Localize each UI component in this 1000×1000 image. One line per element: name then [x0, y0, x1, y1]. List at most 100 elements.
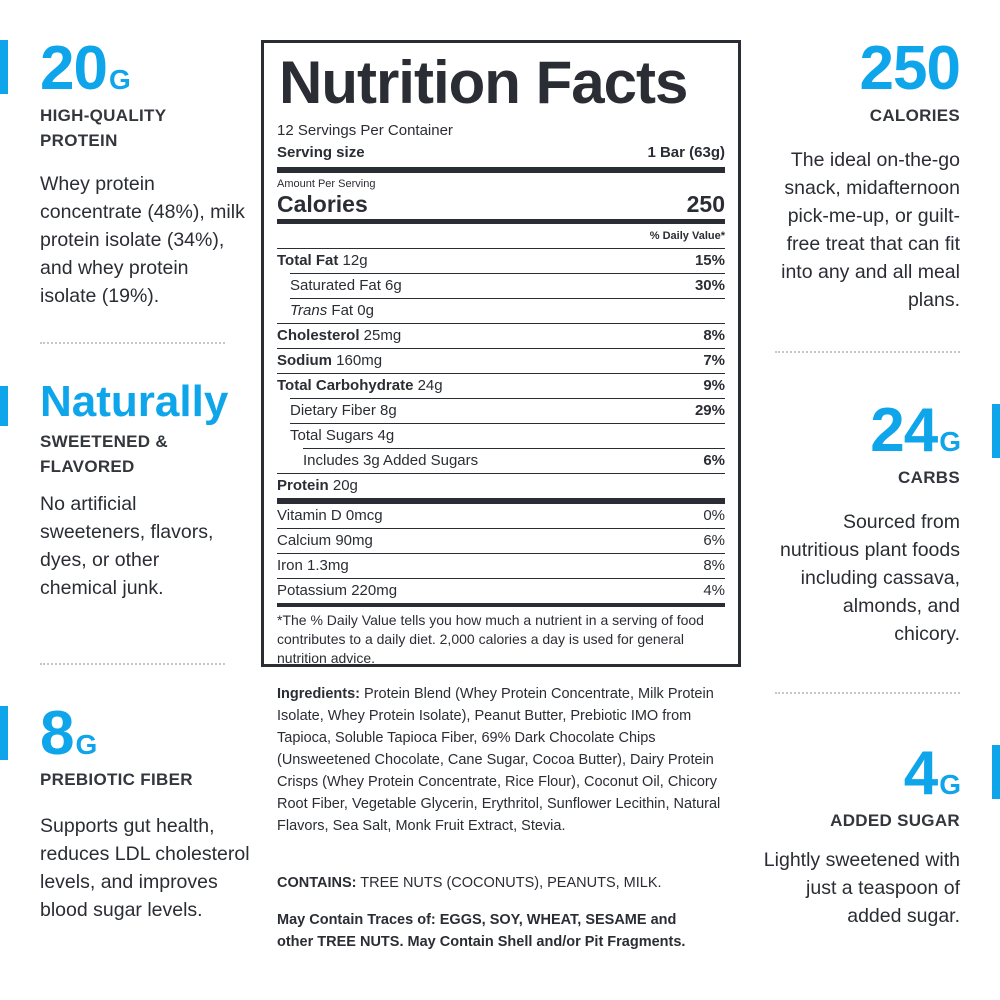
calories-stat: 250 — [859, 34, 961, 103]
nutrient-name: Dietary Fiber 8g — [290, 399, 397, 423]
contains-label: CONTAINS: — [277, 875, 357, 891]
contains: CONTAINS: TREE NUTS (COCONUTS), PEANUTS,… — [277, 872, 727, 894]
carbs-caption: CARBS — [898, 468, 960, 487]
carbs-text: Sourced from nutritious plant foods incl… — [780, 511, 960, 645]
ingredients: Ingredients: Protein Blend (Whey Protein… — [277, 683, 727, 837]
naturally-stat: Naturally — [40, 377, 229, 426]
ingredients-text: Protein Blend (Whey Protein Concentrate,… — [277, 686, 721, 834]
calories-label: Calories — [277, 191, 368, 217]
label-title: Nutrition Facts — [279, 49, 688, 116]
calories-caption: CALORIES — [869, 106, 960, 125]
accent-bar — [0, 706, 8, 760]
nutrient-label: Trans — [290, 302, 328, 319]
nutrient-amount: 24g — [413, 377, 443, 394]
nutrient-label: Total Carbohydrate — [277, 377, 414, 394]
vitamin-row: Vitamin D 0mcg 0% — [277, 504, 725, 528]
nutrient-row: Saturated Fat 6g 30% — [290, 273, 725, 298]
nutrient-amount: Fat 0g — [327, 302, 374, 319]
footnote: *The % Daily Value tells you how much a … — [277, 603, 725, 668]
serving-size-value: 1 Bar (63g) — [647, 144, 725, 161]
nutrient-name: Saturated Fat 6g — [290, 274, 402, 298]
sugar-caption: ADDED SUGAR — [830, 811, 960, 830]
nutrient-row: Cholesterol 25mg 8% — [277, 323, 725, 348]
nutrient-name: Includes 3g Added Sugars — [303, 449, 478, 473]
nutrient-row: Total Fat 12g 15% — [277, 248, 725, 273]
nutrient-name: Trans Fat 0g — [290, 299, 374, 323]
nutrient-amount: Dietary Fiber 8g — [290, 402, 397, 419]
protein-text: Whey protein concentrate (48%), milk pro… — [40, 173, 245, 307]
nutrient-row: Trans Fat 0g — [290, 298, 725, 323]
sugar-stat: 4G — [903, 739, 961, 808]
daily-value: 8% — [703, 327, 725, 344]
divider — [40, 342, 225, 344]
fiber-text: Supports gut health, reduces LDL cholest… — [40, 815, 250, 921]
divider — [40, 663, 225, 665]
vitamin-name: Iron 1.3mg — [277, 557, 349, 574]
daily-value: 15% — [694, 252, 725, 269]
vitamin-row: Iron 1.3mg 8% — [277, 553, 725, 578]
carbs-stat: 24G — [870, 396, 961, 465]
amount-per-serving: Amount Per Serving — [277, 178, 376, 190]
serving-size-row: Serving size 1 Bar (63g) — [277, 141, 725, 173]
may-contain: May Contain Traces of: EGGS, SOY, WHEAT,… — [277, 912, 686, 950]
vitamin-name: Calcium 90mg — [277, 532, 373, 549]
naturally-caption: SWEETENED & FLAVORED — [40, 432, 168, 476]
nutrition-facts-label: Nutrition Facts 12 Servings Per Containe… — [261, 40, 741, 667]
nutrient-amount: Total Sugars 4g — [290, 427, 395, 444]
nutrient-name: Total Fat 12g — [277, 249, 368, 273]
nutrient-amount: 160mg — [332, 352, 383, 369]
protein-stat: 20G — [40, 34, 131, 103]
nutrient-name: Sodium 160mg — [277, 349, 382, 373]
divider — [775, 692, 960, 694]
daily-value: 7% — [703, 352, 725, 369]
nutrient-amount: Saturated Fat 6g — [290, 277, 402, 294]
nutrient-amount: Includes 3g Added Sugars — [303, 452, 479, 469]
daily-value: 9% — [703, 377, 725, 394]
accent-bar — [0, 386, 8, 426]
nutrient-amount: 12g — [338, 252, 368, 269]
daily-value-header: % Daily Value* — [649, 230, 725, 242]
nutrient-row: Total Sugars 4g — [290, 423, 725, 448]
servings: 12 Servings Per Container — [277, 122, 453, 139]
nutrient-row: Total Carbohydrate 24g 9% — [277, 373, 725, 398]
accent-bar — [0, 40, 8, 94]
calories-value: 250 — [686, 191, 725, 217]
nutrient-label: Sodium — [277, 352, 332, 369]
fiber-stat: 8G — [40, 699, 97, 768]
nutrient-amount: 25mg — [359, 327, 402, 344]
nutrient-row: Protein 20g — [277, 473, 725, 504]
vitamin-name: Potassium 220mg — [277, 582, 398, 599]
nutrient-label: Cholesterol — [277, 327, 360, 344]
nutrient-name: Cholesterol 25mg — [277, 324, 401, 348]
nutrient-row: Dietary Fiber 8g 29% — [290, 398, 725, 423]
vitamin-row: Calcium 90mg 6% — [277, 528, 725, 553]
contains-text: TREE NUTS (COCONUTS), PEANUTS, MILK. — [356, 875, 662, 891]
daily-value: 29% — [694, 402, 725, 419]
serving-size-label: Serving size — [277, 144, 365, 161]
daily-value: 0% — [703, 507, 725, 524]
protein-caption: HIGH-QUALITY PROTEIN — [40, 106, 167, 150]
sugar-text: Lightly sweetened with just a teaspoon o… — [763, 849, 960, 927]
nutrient-row: Sodium 160mg 7% — [277, 348, 725, 373]
nutrient-name: Total Carbohydrate 24g — [277, 374, 443, 398]
calories-text: The ideal on-the-go snack, midafternoon … — [781, 149, 960, 311]
daily-value: 6% — [703, 452, 725, 469]
nutrient-name: Total Sugars 4g — [290, 424, 394, 448]
nutrient-label: Total Fat — [277, 252, 339, 269]
nutrient-label: Protein — [277, 477, 329, 494]
accent-bar — [992, 404, 1000, 458]
daily-value: 4% — [703, 582, 725, 599]
fiber-caption: PREBIOTIC FIBER — [40, 770, 193, 789]
daily-value: 8% — [703, 557, 725, 574]
nutrient-amount: 20g — [328, 477, 358, 494]
daily-value: 30% — [694, 277, 725, 294]
nutrient-name: Protein 20g — [277, 474, 358, 498]
naturally-text: No artificial sweeteners, flavors, dyes,… — [40, 493, 214, 599]
accent-bar — [992, 745, 1000, 799]
ingredients-label: Ingredients: — [277, 686, 360, 702]
vitamin-name: Vitamin D 0mcg — [277, 507, 383, 524]
calories-row: Calories 250 — [277, 191, 725, 224]
daily-value: 6% — [703, 532, 725, 549]
nutrient-row: Includes 3g Added Sugars 6% — [303, 448, 725, 473]
divider — [775, 351, 960, 353]
